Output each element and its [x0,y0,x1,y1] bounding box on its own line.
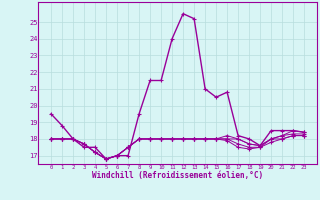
X-axis label: Windchill (Refroidissement éolien,°C): Windchill (Refroidissement éolien,°C) [92,171,263,180]
